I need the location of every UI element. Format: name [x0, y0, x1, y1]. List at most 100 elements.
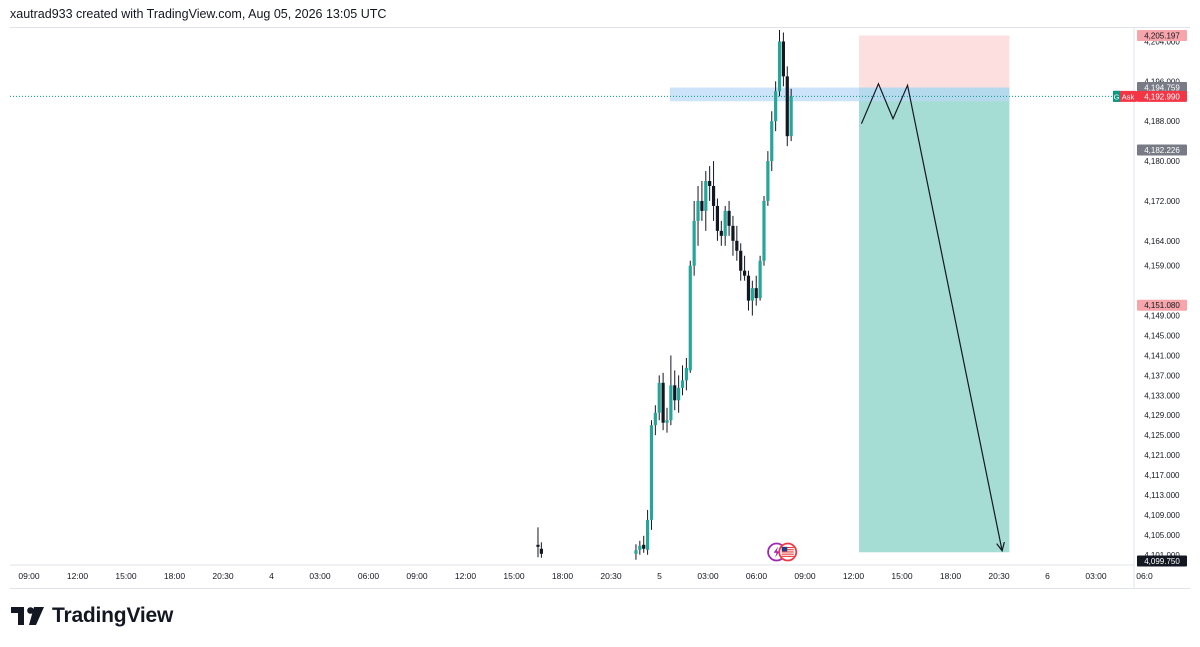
- candle-body[interactable]: [762, 200, 766, 261]
- x-tick-label: 5: [657, 571, 662, 581]
- candle-body[interactable]: [649, 425, 654, 520]
- candle-body[interactable]: [677, 387, 681, 401]
- y-tick-label: 4,129.000: [1144, 411, 1180, 420]
- y-tick-label: 4,137.000: [1144, 371, 1180, 380]
- y-tick-label: 4,145.000: [1144, 331, 1180, 340]
- ask-tag-letter: G: [1114, 92, 1120, 101]
- candle-body[interactable]: [723, 210, 727, 236]
- x-tick-label: 06:00: [746, 571, 768, 581]
- candle-body[interactable]: [715, 205, 720, 231]
- candle-body[interactable]: [688, 265, 692, 371]
- tradingview-wordmark: TradingView: [52, 604, 174, 627]
- x-tick-label: 15:00: [503, 571, 525, 581]
- candle-body[interactable]: [781, 41, 785, 77]
- price-chart[interactable]: 4,204.000 4,196.000 4,188.000 4,180.000 4,17…: [10, 28, 1190, 588]
- x-tick-label: 18:00: [940, 571, 962, 581]
- price-label-box: [1137, 29, 1187, 41]
- y-tick-label: 4,121.000: [1144, 451, 1180, 460]
- candle-body[interactable]: [742, 270, 747, 276]
- price-label-text: 4,194.759: [1144, 84, 1180, 93]
- x-tick-label: 6: [1045, 571, 1050, 581]
- x-tick-label: 06:00: [358, 571, 380, 581]
- candle-body[interactable]: [708, 181, 712, 186]
- price-label-box: [1137, 299, 1187, 311]
- y-tick-label: 4,109.000: [1144, 511, 1180, 520]
- candle-body[interactable]: [645, 519, 650, 550]
- y-tick-label: 4,159.000: [1144, 262, 1180, 271]
- candle-body[interactable]: [539, 548, 543, 554]
- candle-body[interactable]: [739, 250, 743, 271]
- x-tick-label: 06:0: [1136, 571, 1153, 581]
- y-tick-label: 4,164.000: [1144, 237, 1180, 246]
- x-tick-label: 09:00: [794, 571, 816, 581]
- x-tick-label: 15:00: [115, 571, 137, 581]
- candle-body[interactable]: [657, 382, 661, 413]
- stop-loss-zone[interactable]: [859, 35, 1010, 88]
- tradingview-logo: TradingView: [11, 604, 173, 628]
- candle-body[interactable]: [634, 550, 638, 554]
- candle-body[interactable]: [673, 385, 677, 401]
- candle-body[interactable]: [777, 41, 782, 92]
- candle-body[interactable]: [731, 225, 735, 241]
- entry-band[interactable]: [669, 87, 1010, 102]
- candle-body[interactable]: [766, 161, 770, 201]
- projection-arrowhead: [996, 541, 1005, 553]
- candle-body[interactable]: [727, 210, 731, 226]
- ask-tag-marker: [1113, 90, 1120, 102]
- candle-body[interactable]: [692, 220, 696, 266]
- candle-body[interactable]: [696, 200, 700, 221]
- candle-body[interactable]: [642, 544, 646, 549]
- y-tick-label: 4,149.000: [1144, 312, 1180, 321]
- x-tick-label: 12:00: [843, 571, 865, 581]
- x-tick-label: 03:00: [1085, 571, 1107, 581]
- candle-body[interactable]: [669, 385, 673, 421]
- y-tick-label: 4,101.000: [1144, 551, 1180, 560]
- y-tick-label: 4,188.000: [1144, 117, 1180, 126]
- x-tick-label: 18:00: [552, 571, 574, 581]
- x-tick-label: 20:30: [600, 571, 622, 581]
- candle-body[interactable]: [653, 412, 657, 426]
- x-tick-label: 20:30: [988, 571, 1010, 581]
- candle-body[interactable]: [758, 260, 762, 299]
- chart-area[interactable]: 4,204.000 4,196.000 4,188.000 4,180.000 4,17…: [10, 27, 1190, 589]
- candle-body[interactable]: [735, 240, 739, 251]
- y-tick-label: 4,105.000: [1144, 531, 1180, 540]
- y-tick-label: 4,180.000: [1144, 157, 1180, 166]
- x-tick-label: 20:30: [212, 571, 234, 581]
- candle-body[interactable]: [754, 288, 758, 299]
- us-flag-event-icon[interactable]: [778, 542, 798, 562]
- take-profit-zone[interactable]: [859, 87, 1010, 553]
- ask-tag-label: Ask: [1122, 92, 1135, 101]
- y-tick-label: 4,196.000: [1144, 77, 1180, 86]
- candle-body[interactable]: [746, 275, 751, 301]
- candle-body[interactable]: [700, 200, 704, 211]
- price-label-text: 4,182.226: [1144, 146, 1180, 155]
- candle-body[interactable]: [665, 420, 669, 423]
- price-label-box: [1137, 90, 1187, 102]
- candle-body[interactable]: [684, 367, 688, 381]
- x-tick-label: 12:00: [67, 571, 89, 581]
- y-tick-label: 4,133.000: [1144, 391, 1180, 400]
- candle-body[interactable]: [711, 185, 716, 206]
- candle-body[interactable]: [661, 382, 665, 423]
- candle-body[interactable]: [719, 230, 723, 236]
- y-tick-label: 4,117.000: [1145, 471, 1181, 480]
- candle-body[interactable]: [770, 121, 774, 162]
- candle-body[interactable]: [638, 545, 642, 550]
- chart-attribution: xautrad933 created with TradingView.com,…: [10, 7, 387, 21]
- price-label-box: [1137, 144, 1187, 156]
- x-tick-label: 03:00: [697, 571, 719, 581]
- x-tick-label: 03:00: [309, 571, 331, 581]
- candle-body[interactable]: [680, 380, 685, 388]
- price-label-text: 4,192.990: [1144, 92, 1180, 101]
- x-tick-label: 18:00: [164, 571, 186, 581]
- projection-path[interactable]: [860, 82, 1003, 551]
- candle-body[interactable]: [785, 76, 789, 137]
- candle-body[interactable]: [750, 288, 754, 301]
- y-tick-label: 4,204.000: [1144, 37, 1180, 46]
- price-label-text: 4,205.197: [1144, 31, 1180, 40]
- candle-body[interactable]: [789, 96, 793, 137]
- candle-body[interactable]: [704, 181, 708, 211]
- candle-body[interactable]: [536, 544, 540, 547]
- candle-body[interactable]: [774, 91, 778, 122]
